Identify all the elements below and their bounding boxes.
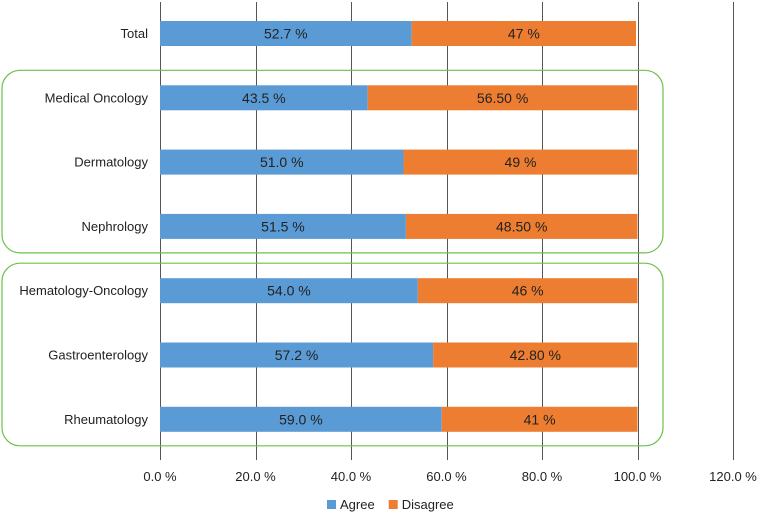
category-label-rheumatology: Rheumatology — [64, 412, 148, 427]
bar-agree-gastroenterology — [160, 342, 434, 368]
bar-label-agree-medical-oncology: 43.5 % — [242, 90, 286, 106]
x-tick-label-60: 60.0 % — [426, 469, 467, 484]
bar-label-agree-nephrology: 51.5 % — [261, 218, 305, 234]
bars — [160, 21, 638, 432]
bar-disagree-total — [411, 21, 637, 46]
bar-agree-total — [160, 21, 412, 46]
group-boxes — [1, 69, 664, 447]
bar-disagree-medical-oncology — [367, 85, 638, 111]
bar-label-disagree-medical-oncology: 56.50 % — [477, 90, 528, 106]
labels: 0.0 % 20.0 % 40.0 % 60.0 % 80.0 % 100.0 % 120.… — [19, 26, 757, 485]
bar-label-disagree-nephrology: 48.50 % — [496, 218, 547, 234]
x-tick-label-20: 20.0 % — [235, 469, 276, 484]
bar-label-agree-hematology-oncology: 54.0 % — [267, 283, 311, 299]
legend-label-agree: Agree — [340, 497, 375, 512]
legend: Agree Disagree — [327, 497, 454, 512]
x-tick-label-100: 100.0 % — [614, 469, 662, 484]
category-label-total: Total — [121, 26, 149, 41]
legend-swatch-disagree — [388, 500, 398, 509]
legend-label-disagree: Disagree — [402, 497, 454, 512]
bar-disagree-nephrology — [405, 213, 638, 239]
bar-agree-nephrology — [160, 213, 406, 239]
group-box-2 — [1, 262, 664, 447]
bar-disagree-hematology-oncology — [417, 278, 638, 304]
category-label-medical-oncology: Medical Oncology — [45, 90, 149, 105]
x-tick-label-40: 40.0 % — [331, 469, 372, 484]
x-tick-label-0: 0.0 % — [143, 469, 177, 484]
bar-disagree-gastroenterology — [433, 342, 638, 368]
bar-label-agree-gastroenterology: 57.2 % — [275, 347, 319, 363]
bar-agree-dermatology — [160, 149, 404, 175]
x-tick-label-80: 80.0 % — [522, 469, 563, 484]
bar-label-disagree-gastroenterology: 42.80 % — [510, 347, 561, 363]
legend-swatch-agree — [327, 500, 336, 509]
bar-label-disagree-hematology-oncology: 46 % — [512, 283, 544, 299]
category-label-nephrology: Nephrology — [82, 219, 149, 234]
category-label-gastroenterology: Gastroenterology — [48, 348, 148, 363]
category-label-dermatology: Dermatology — [74, 155, 148, 170]
bar-label-agree-dermatology: 51.0 % — [260, 154, 304, 170]
bar-agree-medical-oncology — [160, 85, 368, 111]
bar-label-agree-rheumatology: 59.0 % — [279, 411, 323, 427]
group-box-1 — [1, 69, 664, 254]
bar-label-disagree-rheumatology: 41 % — [524, 411, 556, 427]
category-label-hematology-oncology: Hematology-Oncology — [19, 283, 148, 298]
bar-label-agree-total: 52.7 % — [264, 26, 308, 42]
bar-disagree-rheumatology — [441, 406, 638, 432]
bar-label-disagree-total: 47 % — [508, 26, 540, 42]
bar-disagree-dermatology — [403, 149, 638, 175]
bar-agree-hematology-oncology — [160, 278, 418, 304]
bar-label-disagree-dermatology: 49 % — [505, 154, 537, 170]
x-tick-label-120: 120.0 % — [709, 469, 757, 484]
bar-agree-rheumatology — [160, 406, 442, 432]
